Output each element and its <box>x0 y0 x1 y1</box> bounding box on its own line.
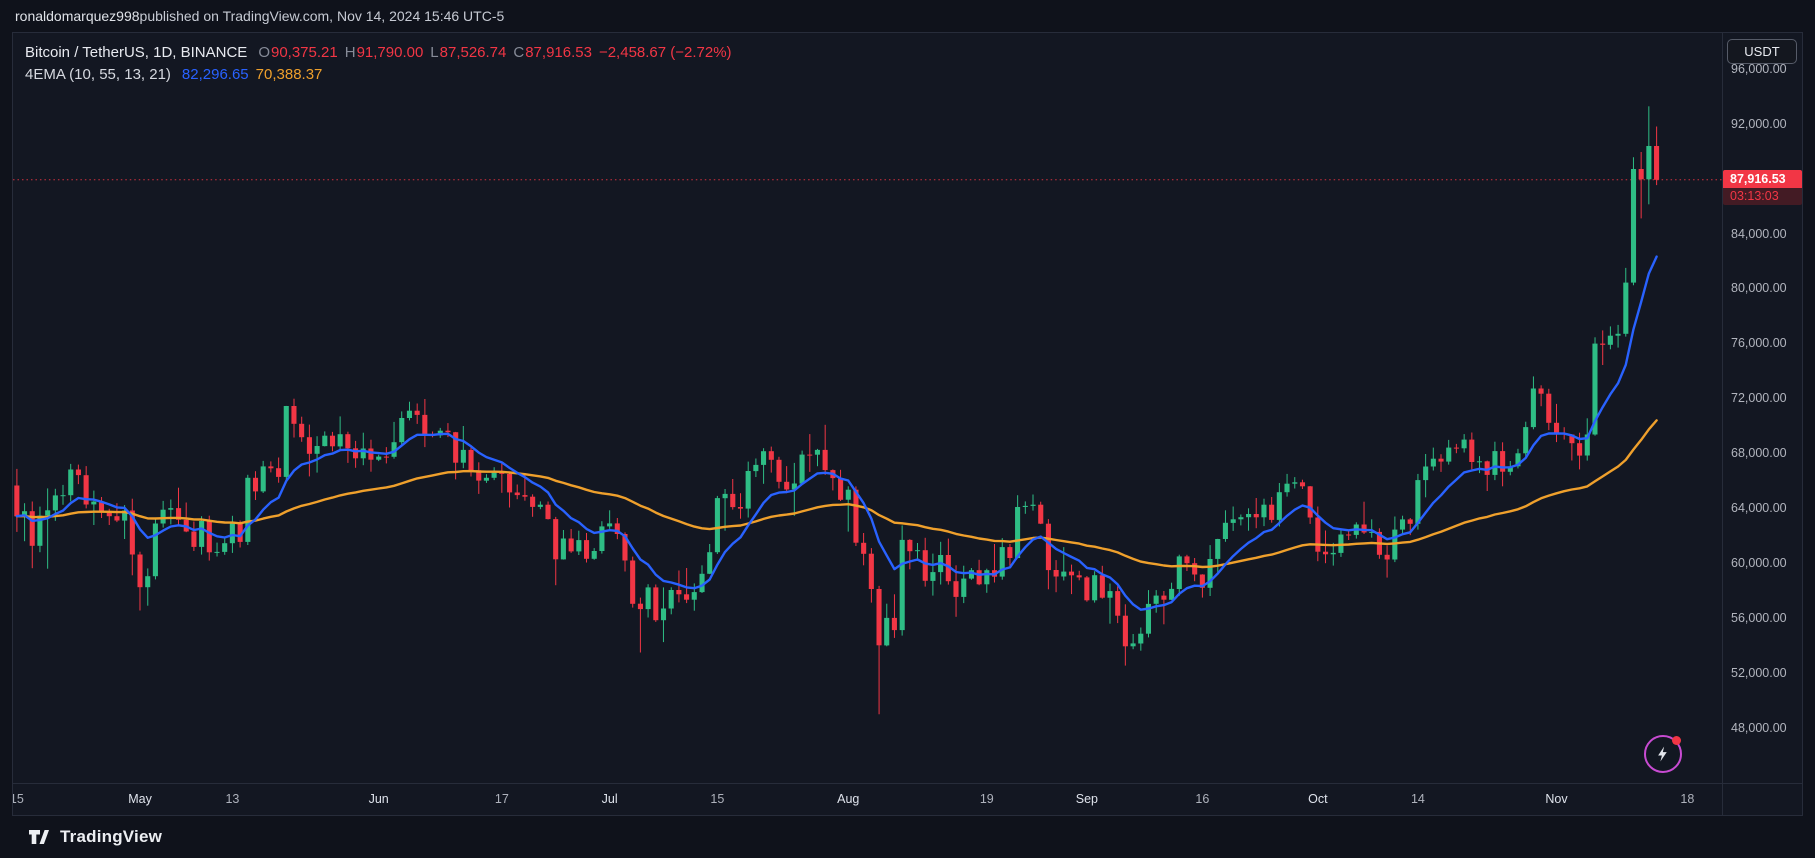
time-tick: Oct <box>1308 792 1328 806</box>
time-tick: 16 <box>1195 792 1210 806</box>
tradingview-logo-icon[interactable] <box>27 825 51 849</box>
legend: Bitcoin / TetherUS, 1D, BINANCE O90,375.… <box>25 42 732 86</box>
open-value: O90,375.21 <box>258 44 338 61</box>
time-tick: 19 <box>979 792 994 806</box>
currency-toggle-button[interactable]: USDT <box>1727 39 1797 64</box>
price-tick: 56,000.00 <box>1731 611 1787 626</box>
price-tick: 80,000.00 <box>1731 281 1787 296</box>
time-tick: May <box>128 792 152 806</box>
price-tick: 76,000.00 <box>1731 336 1787 351</box>
close-value: C87,916.53 <box>513 44 592 61</box>
time-tick: Aug <box>837 792 860 806</box>
legend-indicator-row: 4EMA (10, 55, 13, 21) 82,296.65 70,388.3… <box>25 64 732 86</box>
legend-symbol-row: Bitcoin / TetherUS, 1D, BINANCE O90,375.… <box>25 42 732 64</box>
price-tick: 52,000.00 <box>1731 666 1787 681</box>
price-axis[interactable]: USDT 87,916.53 03:13:03 96,000.00 92,000.… <box>1722 33 1802 783</box>
ema-slow-value: 70,388.37 <box>255 66 323 83</box>
publish-details: published on TradingView.com, Nov 14, 20… <box>139 8 505 24</box>
time-tick: Nov <box>1545 792 1568 806</box>
price-tick: 48,000.00 <box>1731 721 1787 736</box>
axis-corner <box>1722 784 1802 815</box>
time-tick: Sep <box>1075 792 1099 806</box>
candlestick-plot <box>13 106 1722 715</box>
chart-pane[interactable]: Bitcoin / TetherUS, 1D, BINANCE O90,375.… <box>13 33 1722 783</box>
price-tick: 92,000.00 <box>1731 116 1787 131</box>
publish-info: ronaldomarquez998 published on TradingVi… <box>0 0 1815 32</box>
last-price-label: 87,916.53 03:13:03 <box>1723 169 1802 205</box>
symbol-title[interactable]: Bitcoin / TetherUS, 1D, BINANCE <box>25 44 248 61</box>
time-tick: 18 <box>1680 792 1695 806</box>
price-tick: 68,000.00 <box>1731 446 1787 461</box>
notification-dot <box>1672 736 1681 745</box>
time-tick: 15 <box>13 792 24 806</box>
time-tick: 15 <box>710 792 725 806</box>
bar-countdown: 03:13:03 <box>1723 187 1802 205</box>
price-tick: 72,000.00 <box>1731 391 1787 406</box>
ema-fast-value: 82,296.65 <box>181 66 249 83</box>
tradingview-wordmark[interactable]: TradingView <box>60 827 163 846</box>
price-tick: 96,000.00 <box>1731 61 1787 76</box>
chart-container: Bitcoin / TetherUS, 1D, BINANCE O90,375.… <box>12 32 1803 816</box>
high-value: H91,790.00 <box>344 44 424 61</box>
indicator-title[interactable]: 4EMA (10, 55, 13, 21) <box>25 66 171 83</box>
price-tick: 60,000.00 <box>1731 556 1787 571</box>
footer: TradingView <box>0 816 1815 858</box>
low-value: L87,526.74 <box>430 44 507 61</box>
time-axis[interactable]: 15 May 13 Jun 17 Jul 15 Aug 19 Sep 16 Oct 14 Nov 18 <box>13 784 1722 815</box>
last-price-value: 87,916.53 <box>1723 169 1802 188</box>
change-value: −2,458.67 (−2.72%) <box>598 44 732 61</box>
time-tick: Jun <box>368 792 389 806</box>
publisher-username: ronaldomarquez998 <box>15 8 140 24</box>
time-tick: Jul <box>601 792 618 806</box>
time-tick: 17 <box>494 792 509 806</box>
time-tick: 13 <box>225 792 240 806</box>
price-tick: 84,000.00 <box>1731 226 1787 241</box>
price-tick: 64,000.00 <box>1731 501 1787 516</box>
flash-button[interactable] <box>1644 735 1682 773</box>
lightning-icon <box>1658 746 1667 762</box>
time-tick: 14 <box>1410 792 1425 806</box>
